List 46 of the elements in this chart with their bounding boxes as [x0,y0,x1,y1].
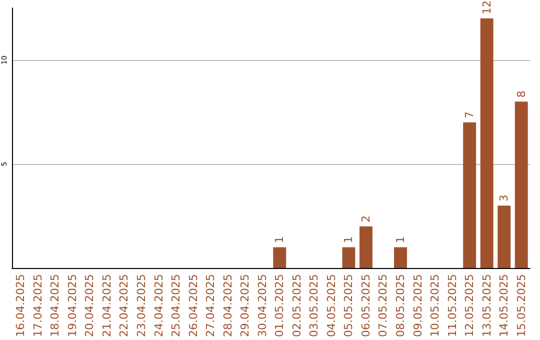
data-label: 7 [463,111,476,118]
x-tick-label: 08.05.2025 [394,274,407,338]
x-tick-label: 29.04.2025 [238,274,252,338]
x-tick-label: 22.04.2025 [118,274,131,338]
x-tick-label: 15.05.2025 [514,274,528,338]
bar [359,226,372,268]
x-tick-label: 07.05.2025 [376,274,390,338]
x-tick-label: 02.05.2025 [290,274,304,338]
x-tick-label: 26.04.2025 [186,274,200,338]
x-tick-label: 23.04.2025 [135,274,148,338]
x-tick-label: 21.04.2025 [100,274,114,338]
data-label: 2 [359,215,372,222]
x-tick-label: 18.04.2025 [48,274,62,338]
x-tick-label: 04.05.2025 [324,274,338,338]
x-tick-label: 28.04.2025 [221,274,234,338]
x-tick-label: 19.04.2025 [66,274,79,338]
x-tick-label: 03.05.2025 [308,274,321,338]
x-tick-label: 27.04.2025 [204,274,218,338]
bar [463,122,476,268]
bar [342,247,356,268]
data-label: 12 [480,0,494,14]
bar [514,102,528,268]
x-tick-label: 12.05.2025 [463,274,476,338]
bar [394,247,407,268]
x-tick-label: 01.05.2025 [273,274,286,338]
x-tick-label: 25.04.2025 [170,274,183,338]
x-tick-label: 13.05.2025 [480,274,494,338]
x-tick-label: 17.04.2025 [31,274,44,338]
bar [480,18,494,268]
bar [273,247,286,268]
x-tick-label: 16.04.2025 [14,274,28,338]
x-tick-label: 05.05.2025 [342,274,356,338]
x-tick-label: 06.05.2025 [359,274,372,338]
data-label: 1 [342,236,356,244]
x-tick-label: 20.04.2025 [83,274,96,338]
x-tick-label: 11.05.2025 [446,274,459,338]
x-tick-label: 24.04.2025 [152,274,166,338]
x-tick-label: 09.05.2025 [411,274,424,338]
x-tick-label: 30.04.2025 [256,274,269,338]
x-tick-label: 10.05.2025 [428,274,442,338]
data-label: 1 [273,236,286,244]
x-tick-label: 14.05.2025 [498,274,511,338]
data-label: 1 [394,236,407,244]
data-label: 3 [498,194,511,202]
data-label: 8 [514,90,528,98]
bar [498,206,511,268]
